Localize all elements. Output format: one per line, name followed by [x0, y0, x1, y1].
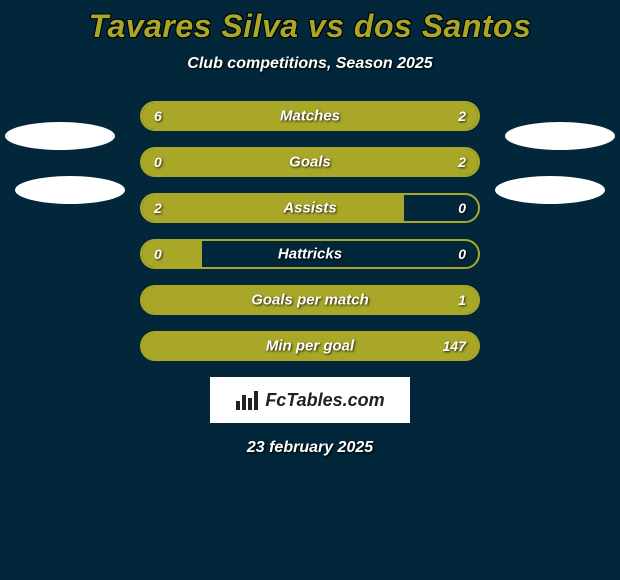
date-label: 23 february 2025 — [0, 439, 620, 457]
stat-value-left: 0 — [154, 154, 162, 170]
stat-value-left: 0 — [154, 246, 162, 262]
stat-label: Assists — [142, 200, 478, 217]
page-subtitle: Club competitions, Season 2025 — [0, 55, 620, 73]
player-placeholder-ellipse — [505, 122, 615, 150]
stat-value-right: 2 — [458, 108, 466, 124]
player-placeholder-ellipse — [495, 176, 605, 204]
logo-text: FcTables.com — [265, 390, 384, 411]
stat-row: Assists2 0 — [140, 193, 480, 223]
stat-value-right: 147 — [443, 338, 466, 354]
bars-icon — [235, 389, 259, 411]
stat-value-left: 6 — [154, 108, 162, 124]
page-title: Tavares Silva vs dos Santos — [0, 0, 620, 45]
stat-label: Matches — [142, 108, 478, 125]
stat-row: Matches6 2 — [140, 101, 480, 131]
player-placeholder-ellipse — [15, 176, 125, 204]
stat-row: Goals0 2 — [140, 147, 480, 177]
stat-label: Goals per match — [142, 292, 478, 309]
player-placeholder-ellipse — [5, 122, 115, 150]
stat-value-right: 0 — [458, 200, 466, 216]
stat-label: Min per goal — [142, 338, 478, 355]
stat-value-right: 0 — [458, 246, 466, 262]
stat-label: Hattricks — [142, 246, 478, 263]
stat-row: Min per goal147 — [140, 331, 480, 361]
stat-label: Goals — [142, 154, 478, 171]
stat-row: Goals per match1 — [140, 285, 480, 315]
stat-value-right: 1 — [458, 292, 466, 308]
stat-value-left: 2 — [154, 200, 162, 216]
logo-box: FcTables.com — [210, 377, 410, 423]
stat-row: Hattricks0 0 — [140, 239, 480, 269]
stat-value-right: 2 — [458, 154, 466, 170]
